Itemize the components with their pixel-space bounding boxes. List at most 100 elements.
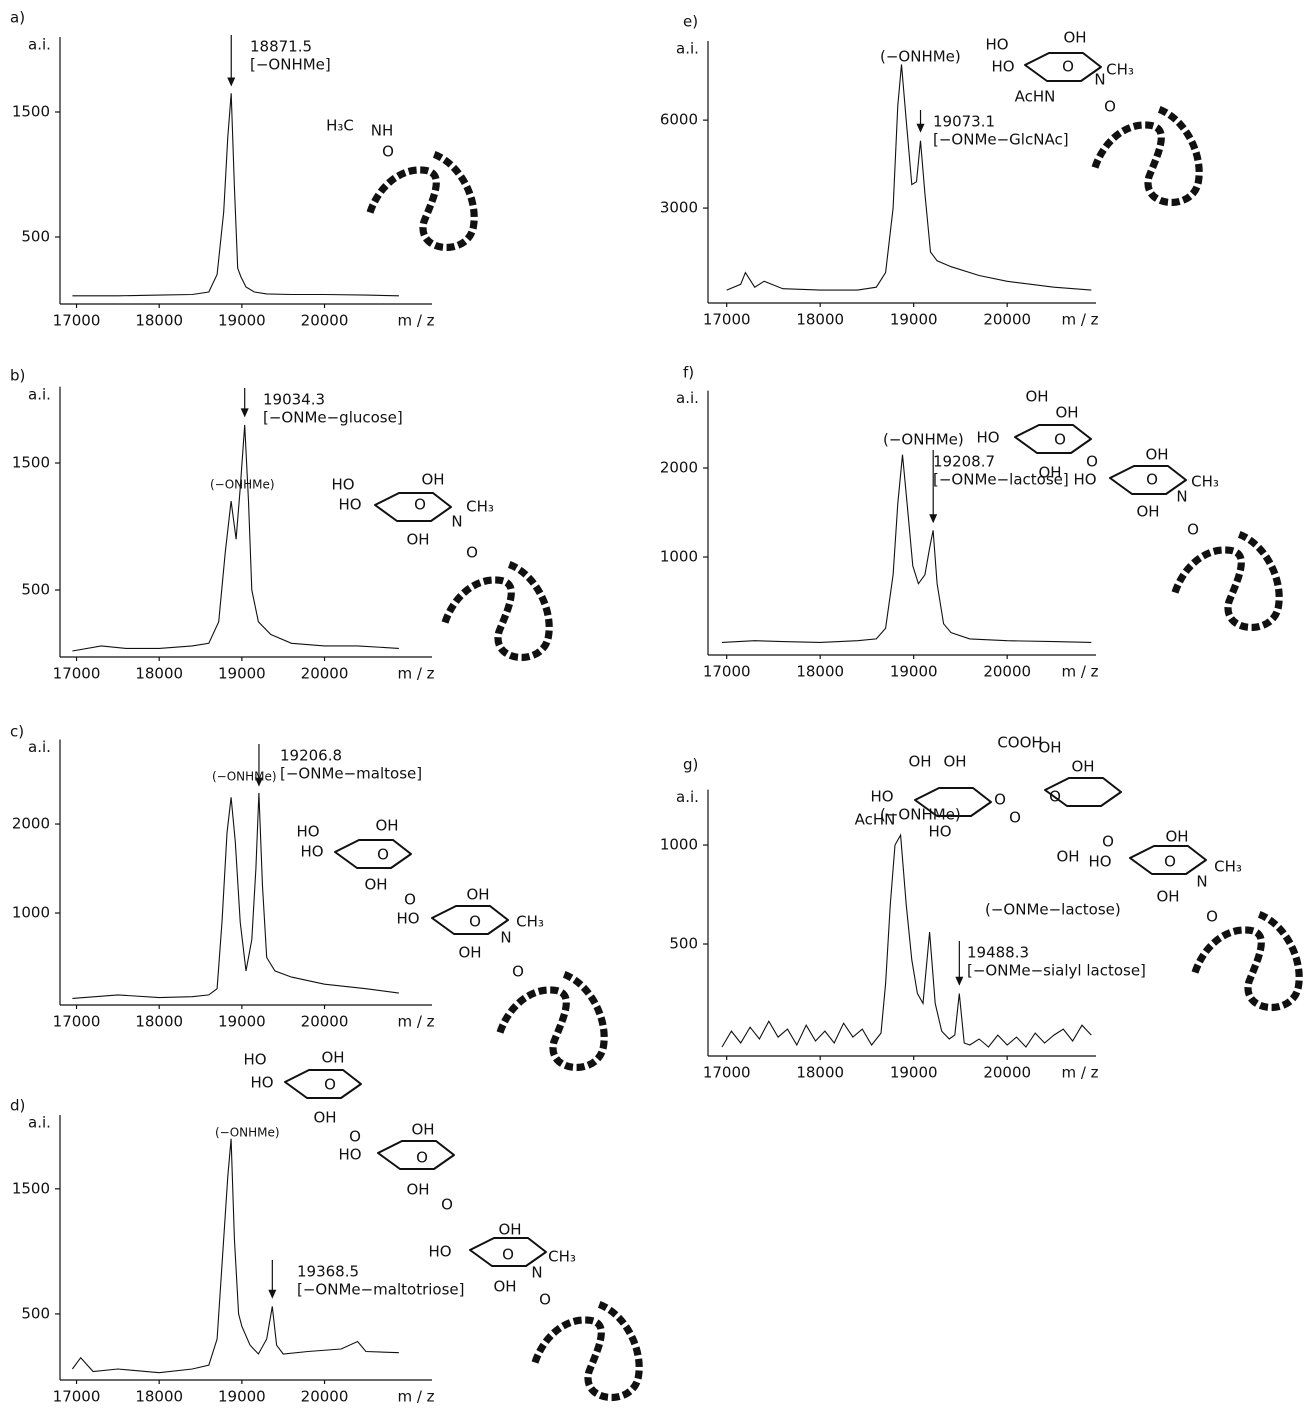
structure-label: OH	[1136, 503, 1159, 521]
peak-value: 19368.5	[297, 1263, 359, 1281]
x-tick-label: 19000	[218, 1388, 266, 1406]
structure-label: O	[1102, 833, 1114, 851]
y-tick-label: 500	[21, 228, 50, 246]
structure-label: O	[416, 1149, 428, 1167]
y-tick-label: 2000	[12, 815, 50, 833]
annotation: (−ONHMe)	[883, 431, 964, 449]
y-tick-label: 3000	[660, 199, 698, 217]
structure-label: COOH	[997, 734, 1042, 752]
x-tick-label: 17000	[53, 1388, 101, 1406]
peak-label: [−ONMe−lactose]	[933, 471, 1069, 489]
x-tick-label: 19000	[218, 1013, 266, 1031]
structure-label: OH	[1071, 758, 1094, 776]
sugar-ring	[469, 1237, 547, 1267]
structure-label: HO	[396, 910, 419, 928]
sugar-ring	[377, 1140, 455, 1170]
structure-label: HO	[296, 823, 319, 841]
spectrum-line	[72, 93, 399, 297]
annotation: (−ONHMe)	[880, 48, 961, 66]
x-tick-label: 18000	[796, 311, 844, 329]
y-tick-label: 1000	[660, 548, 698, 566]
panel-label: b)	[10, 367, 25, 385]
panel-label: d)	[10, 1097, 25, 1115]
x-axis-label: m / z	[397, 665, 434, 683]
y-axis-label: a.i.	[676, 40, 699, 58]
structure-label: H₃C	[326, 117, 354, 135]
structure-label: CH₃	[516, 913, 544, 931]
structure-label: OH	[498, 1221, 521, 1239]
peak-value: 19034.3	[263, 391, 325, 409]
y-tick-label: 1000	[12, 904, 50, 922]
peak-value: 19073.1	[933, 113, 995, 131]
sugar-ring	[374, 492, 452, 522]
structure-label: OH	[458, 944, 481, 962]
sugar-ring	[1109, 465, 1187, 495]
spectrum-line	[721, 833, 1092, 1048]
x-tick-label: 18000	[796, 663, 844, 681]
sugar-ring	[334, 839, 412, 869]
x-tick-label: 17000	[53, 312, 101, 330]
x-tick-label: 18000	[135, 1013, 183, 1031]
structure-label: OH	[375, 817, 398, 835]
protein-chain	[441, 560, 553, 662]
structure-label: OH	[1055, 404, 1078, 422]
structure-label: HO	[428, 1243, 451, 1261]
structure-label: OH	[406, 1181, 429, 1199]
structure-label: O	[466, 544, 478, 562]
structure-label: OH	[1165, 828, 1188, 846]
sugar-ring	[1024, 52, 1102, 82]
structure-label: O	[349, 1128, 361, 1146]
x-tick-label: 18000	[135, 665, 183, 683]
x-axis-label: m / z	[397, 1388, 434, 1406]
x-axis-label: m / z	[1061, 663, 1098, 681]
spectrum-line	[726, 64, 1092, 291]
y-tick-label: 500	[21, 1304, 50, 1322]
x-tick-label: 20000	[983, 663, 1031, 681]
structure-label: HO	[331, 476, 354, 494]
structure-label: HO	[976, 429, 999, 447]
structure-label: O	[502, 1246, 514, 1264]
x-tick-label: 18000	[135, 1388, 183, 1406]
structure-label: OH	[313, 1109, 336, 1127]
x-tick-label: 18000	[135, 312, 183, 330]
structure-label: OH	[411, 1121, 434, 1139]
y-tick-label: 1500	[12, 1179, 50, 1197]
structure-label: HO	[338, 496, 361, 514]
sugar-ring	[1044, 777, 1122, 807]
annotation: (−ONHMe)	[210, 478, 275, 492]
x-tick-label: 17000	[703, 1064, 751, 1082]
panel-label: a)	[10, 9, 25, 27]
peak-value: 19488.3	[967, 944, 1029, 962]
structure-label: N	[451, 513, 462, 531]
peak-arrowhead	[254, 777, 263, 787]
y-axis-label: a.i.	[28, 1114, 51, 1132]
structure-label: CH₃	[466, 498, 494, 516]
structure-label: OH	[943, 753, 966, 771]
structure-label: O	[994, 791, 1006, 809]
sugar-ring	[914, 787, 992, 817]
protein-chain	[1091, 105, 1203, 207]
peak-label: [−ONHMe]	[250, 56, 331, 74]
structure-label: HO	[1088, 853, 1111, 871]
structure-label: OH	[406, 531, 429, 549]
sugar-ring	[1129, 845, 1207, 875]
structure-label: O	[1049, 788, 1061, 806]
x-tick-label: 17000	[53, 665, 101, 683]
x-tick-label: 20000	[983, 311, 1031, 329]
protein-chain	[1171, 530, 1283, 632]
panel-label: e)	[683, 13, 698, 31]
y-tick-label: 6000	[660, 111, 698, 129]
x-tick-label: 19000	[890, 663, 938, 681]
peak-arrowhead	[929, 514, 938, 524]
structure-label: O	[404, 891, 416, 909]
structure-label: HO	[928, 823, 951, 841]
x-tick-label: 18000	[796, 1064, 844, 1082]
peak-label: [−ONMe−maltose]	[280, 765, 422, 783]
structure-label: O	[1187, 521, 1199, 539]
structure-label: OH	[364, 876, 387, 894]
x-axis-label: m / z	[397, 312, 434, 330]
structure-label: O	[1062, 58, 1074, 76]
structure-label: O	[1164, 853, 1176, 871]
x-tick-label: 20000	[983, 1064, 1031, 1082]
structure-label: O	[1104, 98, 1116, 116]
